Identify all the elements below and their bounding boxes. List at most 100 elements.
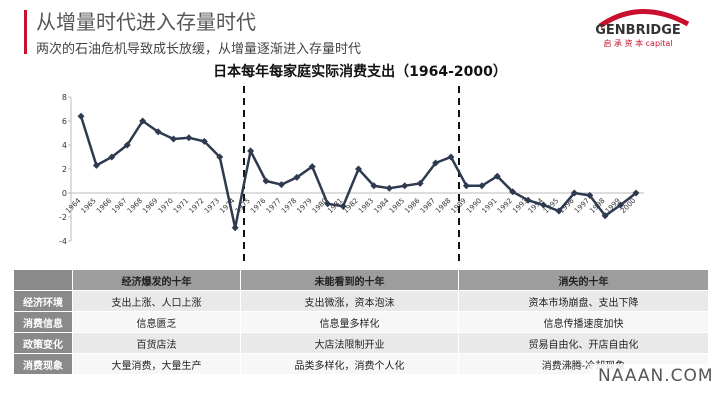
- x-tick-label: 1987: [419, 197, 437, 215]
- y-tick-label: 0: [62, 189, 67, 198]
- x-tick-label: 1970: [157, 197, 175, 215]
- point: [432, 159, 440, 167]
- point: [231, 224, 239, 232]
- x-tick-label: 1975: [234, 197, 252, 215]
- row-header: 消费信息: [13, 311, 73, 333]
- point: [617, 201, 625, 209]
- point: [308, 163, 316, 171]
- x-tick-label: 1985: [388, 197, 406, 215]
- table-cell: 支出微涨，资本泡沫: [240, 290, 459, 312]
- y-tick-label: 2: [62, 165, 67, 174]
- header-cell: 消失的十年: [458, 269, 709, 291]
- table-cell: 大量消费，大量生产: [72, 353, 241, 375]
- table-cell: 信息量多样化: [240, 311, 459, 333]
- x-tick-label: 1986: [403, 196, 422, 215]
- x-tick-label: 1973: [203, 197, 221, 215]
- point: [154, 128, 162, 136]
- accent-bar: [24, 10, 27, 54]
- period-table: 经济爆发的十年 未能看到的十年 消失的十年 经济环境 支出上涨、人口上涨 支出微涨，…: [13, 269, 709, 375]
- point: [555, 207, 563, 215]
- point: [293, 173, 301, 181]
- x-tick-label: 1971: [172, 197, 190, 215]
- table-cell: 支出上涨、人口上涨: [72, 290, 241, 312]
- point: [262, 177, 270, 185]
- logo-arc: [598, 9, 690, 29]
- x-tick-label: 1965: [80, 197, 98, 215]
- x-tick-label: 1977: [265, 197, 283, 215]
- point: [339, 202, 347, 210]
- point: [632, 189, 640, 197]
- table-cell: 贸易自由化、开店自由化: [458, 332, 709, 354]
- point: [509, 188, 517, 196]
- table-cell: 信息匮乏: [72, 311, 241, 333]
- x-tick-label: 1964: [64, 196, 83, 215]
- slide-title: 从增量时代进入存量时代: [36, 10, 256, 34]
- table-cell: 大店法限制开业: [240, 332, 459, 354]
- x-tick-label: 1974: [218, 196, 237, 215]
- row-header: 经济环境: [13, 290, 73, 312]
- point: [108, 153, 116, 161]
- x-tick-label: 1967: [110, 197, 128, 215]
- logo: GENBRIDGE 启 承 资 本 capital: [595, 9, 690, 48]
- x-tick-label: 1968: [126, 197, 144, 215]
- point: [355, 165, 362, 173]
- point: [462, 182, 470, 190]
- point: [324, 200, 332, 208]
- x-tick-label: 1978: [280, 197, 298, 215]
- x-tick-label: 1966: [95, 196, 114, 215]
- x-tick-label: 1988: [434, 197, 452, 215]
- point: [92, 161, 100, 169]
- chart: 日本每年每家庭实际消费支出（1964-2000） 86420-2-4196419…: [59, 63, 644, 265]
- header-cell: 经济爆发的十年: [72, 269, 241, 291]
- logo-name: GENBRIDGE: [595, 23, 681, 38]
- point: [370, 182, 378, 190]
- x-tick-label: 1992: [496, 197, 514, 215]
- table-cell: 品类多样化，消费个人化: [240, 353, 459, 375]
- point: [385, 184, 393, 192]
- header-cell: 未能看到的十年: [240, 269, 459, 291]
- point: [540, 201, 547, 209]
- corner-cell: [13, 269, 73, 291]
- watermark: NAAAN.COM: [590, 364, 720, 388]
- point: [601, 212, 609, 220]
- y-tick-label: -4: [59, 237, 67, 246]
- x-tick-label: 1997: [573, 197, 591, 215]
- x-tick-label: 1972: [187, 197, 205, 215]
- x-tick-label: 1990: [465, 197, 483, 215]
- point: [216, 153, 224, 161]
- slide-subtitle: 两次的石油危机导致成长放缓，从增量逐渐进入存量时代: [36, 42, 362, 57]
- row-header: 政策变化: [13, 332, 73, 354]
- chart-title: 日本每年每家庭实际消费支出（1964-2000）: [213, 63, 507, 80]
- y-tick-label: 8: [62, 93, 67, 102]
- y-tick-label: 4: [62, 141, 67, 150]
- y-tick-label: -2: [59, 213, 67, 222]
- table-cell: 资本市场崩盘、支出下降: [458, 290, 709, 312]
- table-cell: 百货店法: [72, 332, 241, 354]
- point: [478, 182, 486, 190]
- point: [170, 135, 177, 143]
- point: [200, 137, 208, 145]
- point: [416, 179, 424, 187]
- point: [586, 191, 594, 199]
- x-tick-label: 1976: [249, 196, 268, 215]
- point: [524, 196, 532, 204]
- point: [247, 147, 255, 155]
- point: [185, 134, 193, 142]
- point: [77, 112, 85, 120]
- x-tick-label: 1984: [372, 196, 391, 215]
- x-tick-label: 1983: [357, 197, 375, 215]
- point: [139, 117, 147, 125]
- point: [123, 141, 131, 149]
- y-tick-label: 6: [62, 117, 67, 126]
- row-header: 消费现象: [13, 353, 73, 375]
- x-tick-label: 1991: [480, 197, 498, 215]
- logo-tagline: 启 承 资 本 capital: [603, 38, 672, 48]
- point: [277, 181, 285, 189]
- x-tick-label: 1969: [141, 197, 159, 215]
- point: [493, 172, 501, 180]
- x-tick-label: 1979: [295, 197, 313, 215]
- table-cell: 信息传播速度加快: [458, 311, 709, 333]
- point: [401, 182, 409, 190]
- point: [447, 153, 455, 161]
